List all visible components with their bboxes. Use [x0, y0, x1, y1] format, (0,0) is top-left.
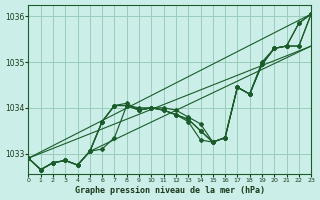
X-axis label: Graphe pression niveau de la mer (hPa): Graphe pression niveau de la mer (hPa) [75, 186, 265, 195]
